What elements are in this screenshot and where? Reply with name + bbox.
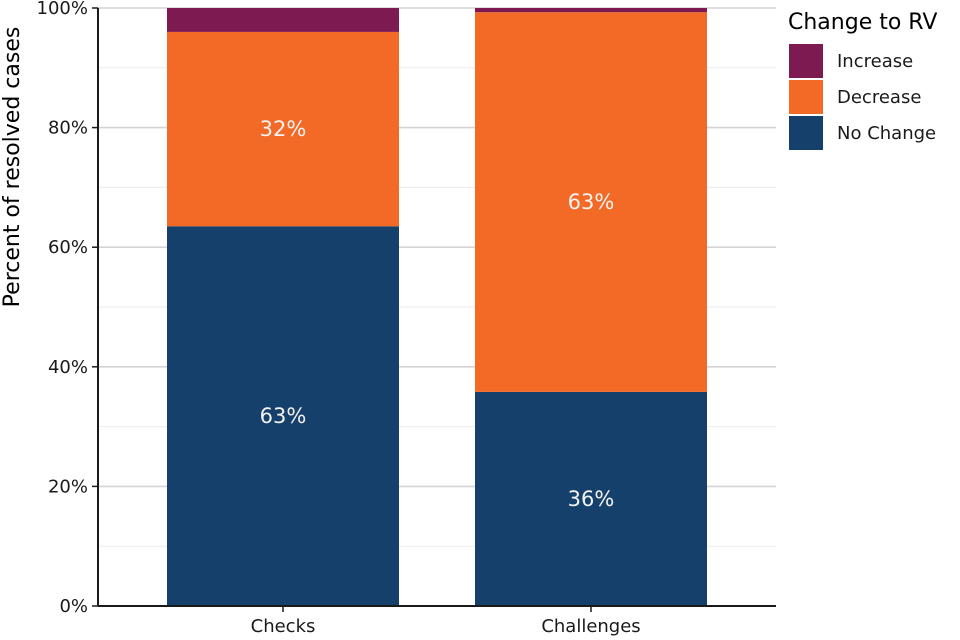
axes [97, 8, 776, 607]
legend-swatch-no-change [789, 116, 823, 150]
bar-segment-increase-challenges [475, 8, 707, 13]
bar-segment-increase-checks [167, 8, 399, 32]
bar-segment-decrease-challenges [475, 12, 707, 392]
y-tick-label: 0% [59, 596, 88, 617]
y-axis-ticks: 0% 20% 40% 60% 80% 100% [37, 0, 98, 617]
legend-swatch-decrease [789, 80, 823, 114]
legend-title: Change to RV [788, 10, 937, 35]
y-tick-label: 60% [48, 237, 88, 258]
data-label: 63% [260, 404, 307, 428]
legend-swatch-increase [789, 44, 823, 78]
data-label: 36% [568, 487, 615, 511]
bar-segment-no-change-challenges [475, 391, 707, 606]
data-label: 32% [260, 117, 307, 141]
y-tick-label: 20% [48, 476, 88, 497]
x-axis-ticks: Checks Challenges [251, 606, 641, 637]
y-tick-label: 80% [48, 118, 88, 139]
x-tick-label: Checks [251, 616, 316, 637]
legend: Change to RV Increase Decrease No Change [788, 10, 937, 150]
legend-label: No Change [837, 123, 936, 144]
y-tick-label: 40% [48, 357, 88, 378]
bar-segment-no-change-checks [167, 226, 399, 606]
data-label: 63% [568, 190, 615, 214]
bars: 63% 32% 36% 63% [167, 8, 707, 606]
y-axis-title: Percent of resolved cases [0, 27, 25, 308]
bar-segment-decrease-checks [167, 31, 399, 227]
legend-label: Increase [837, 51, 913, 72]
x-tick-label: Challenges [541, 616, 640, 637]
legend-label: Decrease [837, 87, 921, 108]
y-tick-label: 100% [37, 0, 88, 19]
